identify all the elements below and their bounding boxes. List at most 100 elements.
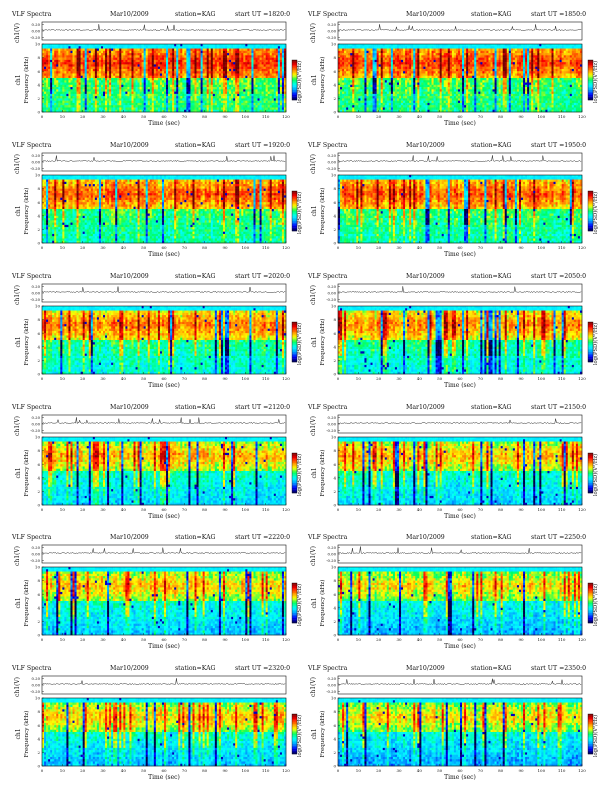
spectrogram-cell (251, 78, 254, 81)
spectrogram-cell (449, 55, 453, 58)
spectrogram-cell (460, 50, 463, 54)
spectrogram-cell (66, 100, 69, 104)
spectrogram-cell (204, 107, 207, 110)
spectrogram-cell (249, 48, 252, 52)
spectrogram-cell (62, 100, 65, 104)
spectrogram-cell (147, 78, 151, 81)
spectrogram-cell (541, 46, 544, 49)
spectrogram-cell (131, 62, 134, 65)
spectrogram-cell (198, 105, 201, 108)
spectrogram-cell (170, 44, 173, 47)
spectrogram-cell (125, 68, 128, 72)
frequency-tick: 10 (35, 42, 41, 47)
spectrogram-cell (129, 82, 132, 86)
spectrogram-cell (198, 64, 201, 67)
spectrogram-cell (88, 107, 92, 110)
spectrogram-cell (182, 87, 185, 90)
spectrogram-cell (494, 59, 497, 63)
spectrogram-cell (76, 46, 79, 49)
spectrogram-cell (253, 55, 256, 58)
spectrogram-cell (214, 53, 218, 56)
spectrogram-cell (225, 84, 228, 88)
spectrogram-cell (241, 82, 244, 86)
spectrogram-cell (190, 102, 193, 106)
spectrogram-cell (133, 75, 136, 79)
spectrogram-cell (218, 109, 222, 113)
spectrogram-cell (141, 44, 144, 47)
spectrogram-cell (273, 91, 277, 95)
spectrogram-cell (62, 68, 65, 72)
spectrogram-cell (366, 64, 369, 67)
spectrogram-cell (241, 57, 244, 61)
spectrogram-cell (547, 62, 550, 65)
spectrogram-cell (368, 57, 371, 61)
spectrogram-cell (166, 57, 169, 61)
spectrogram-cell (147, 105, 151, 108)
spectrogram-cell (222, 105, 226, 108)
spectrogram-cell (92, 82, 96, 86)
spectrogram-cell (267, 50, 270, 54)
spectrogram-cell (80, 78, 83, 81)
spectrogram-cell (279, 71, 283, 74)
spectrogram-cell (231, 109, 234, 113)
spectrogram-cell (210, 50, 214, 54)
spectrogram-cell (216, 55, 220, 58)
spectrogram-cell (235, 44, 238, 47)
spectrogram-cell (141, 62, 144, 65)
spectrogram-cell (74, 87, 77, 90)
spectrogram-cell (453, 46, 457, 49)
spectrogram-cell (172, 87, 175, 90)
spectrogram-cell (168, 75, 171, 79)
spectrogram-cell (279, 66, 283, 70)
spectrogram-cell (510, 62, 514, 65)
spectrogram-cell (117, 64, 120, 67)
spectrogram-cell (241, 75, 244, 79)
spectrogram-cell (184, 100, 187, 104)
spectrogram-cell (425, 46, 428, 49)
spectrogram-cell (90, 73, 94, 76)
spectrogram-cell (445, 59, 449, 63)
spectrogram-cell (119, 44, 122, 47)
spectrogram-cell (143, 91, 146, 95)
spectrogram-cell (527, 53, 530, 56)
spectrogram-cell (225, 44, 228, 47)
spectrogram-cell (186, 82, 189, 86)
spectrogram-cell (145, 50, 148, 54)
spectrogram-cell (78, 98, 81, 101)
spectrogram-cell (271, 73, 275, 76)
spectrogram-cell (267, 59, 270, 63)
spectrogram-cell (56, 78, 59, 81)
spectrogram-cell (257, 48, 260, 52)
spectrogram-cell (42, 75, 45, 79)
spectrogram-cell (350, 55, 353, 58)
spectrogram-cell (50, 80, 53, 83)
spectrogram-cell (233, 48, 236, 52)
spectrogram-cell (229, 75, 232, 79)
spectrogram-cell (575, 44, 579, 47)
spectrogram-cell (92, 75, 96, 79)
spectrogram-cell (350, 66, 353, 70)
spectrogram-cell (229, 55, 232, 58)
spectrogram-cell (411, 64, 414, 67)
spectrogram-cell (200, 91, 203, 95)
spectrogram-cell (472, 57, 475, 61)
spectrogram-cell (178, 96, 181, 99)
spectrogram-cell (46, 75, 49, 79)
spectrogram-cell (139, 71, 142, 74)
spectrogram-cell (275, 75, 279, 79)
spectrogram-cell (109, 109, 112, 113)
spectrogram-cell (423, 55, 426, 58)
spectrogram-cell (245, 59, 248, 63)
spectrogram-cell (249, 64, 252, 67)
spectrogram-cell (259, 44, 262, 47)
spectrogram-cell (84, 46, 87, 49)
spectrogram-cell (62, 82, 65, 86)
spectrogram-cell (376, 44, 379, 47)
spectrogram-cell (188, 80, 191, 83)
spectrogram-cell (233, 66, 236, 70)
spectrogram-cell (119, 84, 122, 88)
spectrogram-cell (338, 44, 341, 47)
spectrogram-cell (151, 91, 155, 95)
spectrogram-cell (76, 109, 79, 113)
spectrogram-cell (186, 109, 189, 113)
